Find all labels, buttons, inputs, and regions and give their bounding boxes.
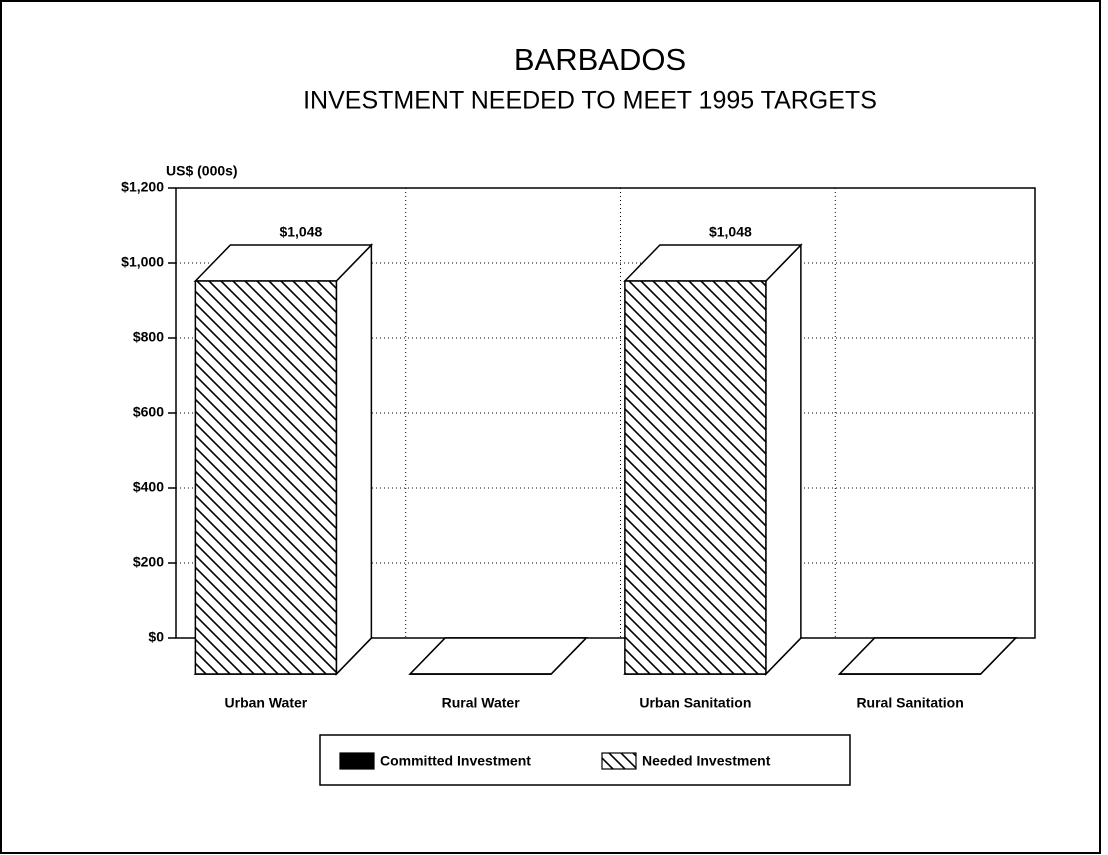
chart-title: BARBADOS [514,42,686,77]
y-tick-label: $200 [133,554,164,570]
legend-swatch [339,752,375,770]
x-tick-label: Rural Sanitation [856,695,963,711]
y-tick-label: $400 [133,479,164,495]
x-tick-label: Rural Water [442,695,521,711]
bar-front [624,280,767,675]
legend-swatch [601,752,637,770]
bar-side [765,243,802,676]
value-label: $1,048 [709,224,752,240]
chart-subtitle: INVESTMENT NEEDED TO MEET 1995 TARGETS [303,87,877,115]
y-tick-label: $600 [133,404,164,420]
y-axis-label: US$ (000s) [166,163,238,179]
legend-label: Committed Investment [380,753,531,769]
x-tick-label: Urban Water [225,695,308,711]
y-tick-label: $800 [133,329,164,345]
legend-box [319,734,851,786]
bar-top [408,637,588,675]
y-tick-label: $1,000 [121,254,164,270]
x-tick-label: Urban Sanitation [639,695,751,711]
y-tick-label: $1,200 [121,179,164,195]
value-label: $1,048 [279,224,322,240]
bar-top [837,637,1018,675]
legend-label: Needed Investment [642,753,771,769]
y-tick-label: $0 [148,629,164,645]
bar-side [335,243,373,676]
bar-front [194,280,338,675]
